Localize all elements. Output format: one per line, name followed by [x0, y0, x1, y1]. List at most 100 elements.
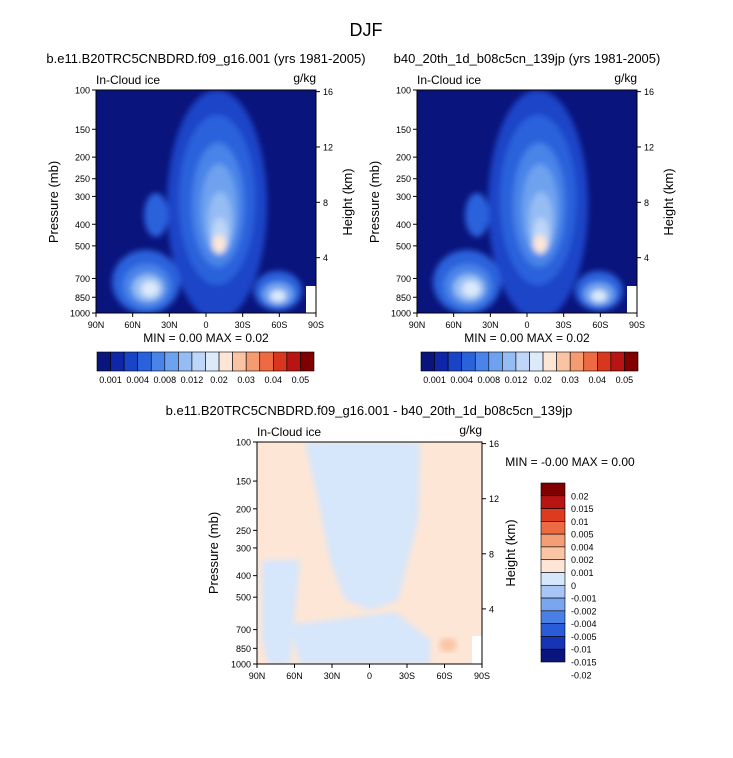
x-tick-label: 90S [308, 320, 324, 330]
panel-c-negative-region-lower [262, 560, 300, 664]
colorbar-label: 0.001 [571, 568, 594, 578]
panel-b-tropical-core [533, 235, 547, 253]
colorbar-label: 0.05 [292, 375, 310, 385]
colorbar-label: 0.03 [561, 375, 579, 385]
colorbar-box [286, 351, 301, 372]
panel-b-antarctic-mask [627, 286, 637, 313]
colorbar-label: 0.05 [616, 375, 634, 385]
colorbar-box [540, 623, 566, 637]
y-tick-label: 400 [396, 220, 411, 230]
panel-c: b.e11.B20TRC5CNBDRD.f09_g16.001 - b40_20… [166, 403, 635, 681]
y-tick-label: 1000 [70, 309, 90, 319]
panel-c-negative-band [290, 612, 430, 664]
x-tick-label: 0 [524, 320, 529, 330]
colorbar-box [610, 351, 625, 372]
panel-b-field [417, 90, 637, 313]
y-tick-label: 500 [236, 593, 251, 603]
y-tick-label: 400 [75, 220, 90, 230]
x-tick-label: 30S [235, 320, 251, 330]
colorbar-box [540, 546, 566, 561]
colorbar-label: -0.015 [571, 658, 597, 668]
colorbar-box [191, 351, 206, 372]
x-tick-label: 0 [203, 320, 208, 330]
panel-a-ylabel-right: Height (km) [340, 168, 355, 235]
x-tick-label: 90S [474, 671, 490, 681]
panel-a: b.e11.B20TRC5CNBDRD.f09_g16.001 (yrs 198… [46, 51, 366, 385]
y-right-tick-label: 4 [323, 253, 328, 263]
x-tick-label: 60S [436, 671, 452, 681]
panel-c-y-axis: 100 150 200 250 300 400 500 700 850 1000 [231, 438, 257, 670]
colorbar-label: 0.002 [571, 555, 594, 565]
colorbar-label: 0 [571, 581, 576, 591]
colorbar-box [178, 351, 193, 372]
panel-a-variable: In-Cloud ice [96, 73, 160, 87]
colorbar-box [569, 351, 585, 372]
panel-b: b40_20th_1d_b08c5cn_139jp (yrs 1981-2005… [367, 51, 676, 385]
panel-b-variable: In-Cloud ice [417, 73, 481, 87]
y-tick-label: 150 [236, 477, 251, 487]
x-tick-label: 30N [482, 320, 499, 330]
colorbar-label: 0.004 [450, 375, 473, 385]
colorbar-box [540, 521, 566, 535]
colorbar-label: 0.008 [478, 375, 501, 385]
panel-a-antarctic-mask [306, 286, 316, 313]
y-tick-label: 200 [396, 153, 411, 163]
y-right-tick-label: 16 [644, 87, 654, 97]
colorbar-box [110, 351, 125, 372]
x-tick-label: 60S [592, 320, 608, 330]
x-tick-label: 90N [88, 320, 105, 330]
colorbar-box [502, 351, 517, 372]
y-tick-label: 200 [236, 504, 251, 514]
panel-c-units: g/kg [459, 423, 482, 437]
colorbar-label: -0.001 [571, 594, 597, 604]
colorbar-label: -0.004 [571, 619, 597, 629]
x-tick-label: 30S [399, 671, 415, 681]
panel-a-tropical-core [212, 235, 226, 253]
colorbar-label: -0.005 [571, 632, 597, 642]
y-tick-label: 100 [396, 86, 411, 96]
panel-a-y-axis-right: 16 12 8 4 [316, 87, 333, 263]
colorbar-box [218, 351, 233, 372]
colorbar-box [540, 559, 566, 573]
colorbar-label: 0.02 [571, 491, 589, 501]
colorbar-box [273, 351, 288, 372]
y-tick-label: 250 [236, 526, 251, 536]
colorbar-box [540, 495, 566, 509]
colorbar-box [447, 351, 462, 372]
panel-b-y-axis-right: 16 12 8 4 [637, 87, 654, 263]
panel-b-x-axis: 90N 60N 30N 0 30S 60S 90S [409, 313, 645, 330]
colorbar-box [540, 610, 566, 624]
panel-b-ylabel-right: Height (km) [661, 168, 676, 235]
colorbar-box [123, 351, 138, 372]
y-tick-label: 100 [75, 86, 90, 96]
colorbar-label: 0.01 [571, 517, 589, 527]
colorbar-label: 0.012 [181, 375, 204, 385]
y-tick-label: 700 [396, 274, 411, 284]
panel-c-ylabel: Pressure (mb) [206, 512, 221, 594]
colorbar-box [259, 351, 274, 372]
colorbar-box [540, 648, 566, 663]
y-tick-label: 850 [75, 293, 90, 303]
y-tick-label: 300 [396, 192, 411, 202]
y-tick-label: 850 [396, 293, 411, 303]
y-tick-label: 850 [236, 644, 251, 654]
colorbar-box [300, 351, 315, 372]
colorbar-label: 0.04 [265, 375, 283, 385]
y-right-tick-label: 8 [644, 198, 649, 208]
colorbar-box [434, 351, 449, 372]
y-tick-label: 150 [396, 125, 411, 135]
panel-c-ylabel-right: Height (km) [503, 519, 518, 586]
panel-c-negative-streak [322, 470, 340, 540]
y-tick-label: 150 [75, 125, 90, 135]
panel-b-upper-nh-lobe [465, 193, 489, 237]
y-tick-label: 200 [75, 153, 90, 163]
panel-a-colorbar: 0.001 0.004 0.008 0.012 0.02 0.03 0.04 0.05 [96, 351, 315, 385]
colorbar-box [164, 351, 179, 372]
panel-a-sh-core [270, 290, 286, 302]
colorbar-label: 0.008 [154, 375, 177, 385]
colorbar-box [137, 351, 152, 372]
panel-a-upper-nh-lobe [144, 193, 168, 237]
x-tick-label: 30S [556, 320, 572, 330]
colorbar-box [597, 351, 612, 372]
